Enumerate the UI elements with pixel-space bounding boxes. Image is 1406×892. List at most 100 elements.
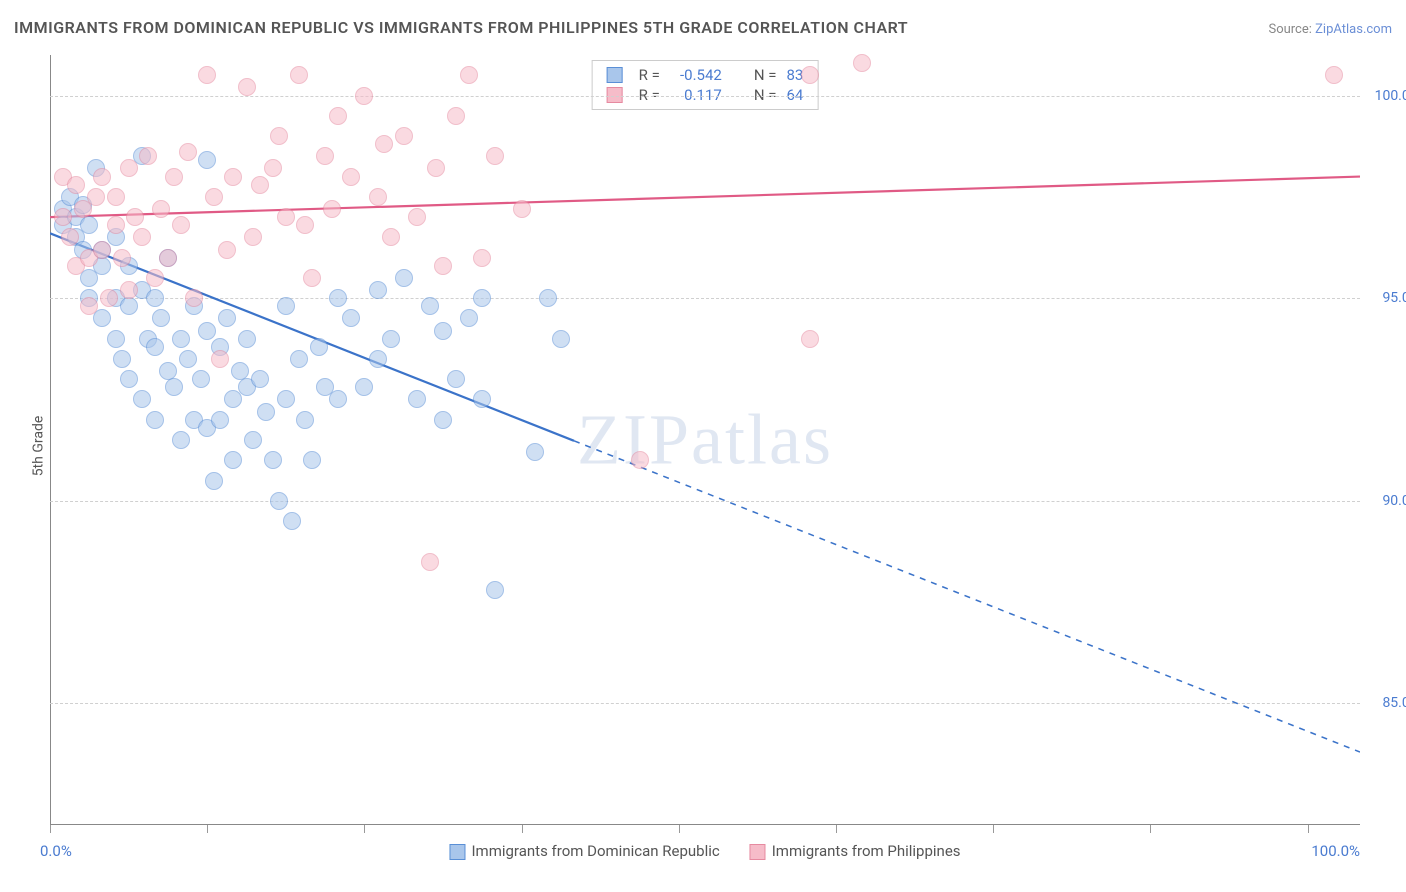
scatter-point <box>87 188 105 206</box>
scatter-point <box>552 330 570 348</box>
scatter-point <box>853 54 871 72</box>
scatter-point <box>329 390 347 408</box>
scatter-point <box>244 228 262 246</box>
scatter-point <box>513 200 531 218</box>
scatter-point <box>460 66 478 84</box>
scatter-point <box>310 338 328 356</box>
scatter-point <box>172 431 190 449</box>
scatter-point <box>93 168 111 186</box>
correlation-stats-box: R =-0.542N =83R =0.117N =64 <box>592 60 819 110</box>
stats-row: R =-0.542N =83 <box>607 65 804 85</box>
scatter-point <box>473 390 491 408</box>
scatter-point <box>80 216 98 234</box>
x-tick <box>364 825 365 833</box>
scatter-point <box>257 403 275 421</box>
scatter-point <box>146 338 164 356</box>
scatter-point <box>120 281 138 299</box>
scatter-point <box>434 257 452 275</box>
scatter-point <box>80 297 98 315</box>
scatter-point <box>113 350 131 368</box>
scatter-point <box>61 228 79 246</box>
scatter-point <box>290 350 308 368</box>
scatter-point <box>93 241 111 259</box>
scatter-point <box>486 147 504 165</box>
scatter-point <box>172 216 190 234</box>
scatter-point <box>342 309 360 327</box>
watermark: ZIPatlas <box>577 399 833 482</box>
scatter-point <box>100 289 118 307</box>
scatter-point <box>224 451 242 469</box>
scatter-point <box>473 289 491 307</box>
scatter-point <box>369 188 387 206</box>
scatter-point <box>277 208 295 226</box>
chart-title: IMMIGRANTS FROM DOMINICAN REPUBLIC VS IM… <box>14 18 908 37</box>
scatter-point <box>192 370 210 388</box>
scatter-point <box>421 297 439 315</box>
grid-line <box>50 703 1360 704</box>
x-axis-line <box>50 824 1360 825</box>
scatter-point <box>113 249 131 267</box>
scatter-point <box>238 330 256 348</box>
scatter-point <box>185 289 203 307</box>
scatter-point <box>342 168 360 186</box>
scatter-point <box>172 330 190 348</box>
scatter-point <box>67 176 85 194</box>
scatter-point <box>1325 66 1343 84</box>
legend-item: Immigrants from Philippines <box>750 842 961 860</box>
scatter-point <box>382 228 400 246</box>
scatter-point <box>277 297 295 315</box>
scatter-point <box>244 431 262 449</box>
scatter-point <box>270 127 288 145</box>
scatter-point <box>251 370 269 388</box>
stat-r-value: -0.542 <box>670 66 722 84</box>
scatter-point <box>421 553 439 571</box>
scatter-point <box>323 200 341 218</box>
scatter-point <box>238 78 256 96</box>
scatter-point <box>211 350 229 368</box>
legend-item: Immigrants from Dominican Republic <box>449 842 719 860</box>
grid-line <box>50 501 1360 502</box>
scatter-point <box>539 289 557 307</box>
scatter-point <box>427 159 445 177</box>
bottom-legend: Immigrants from Dominican Republic Immigr… <box>449 842 960 860</box>
scatter-point <box>355 378 373 396</box>
scatter-point <box>270 492 288 510</box>
x-tick <box>993 825 994 833</box>
scatter-point <box>408 208 426 226</box>
scatter-point <box>152 200 170 218</box>
x-tick <box>207 825 208 833</box>
scatter-point <box>120 370 138 388</box>
scatter-point <box>107 330 125 348</box>
scatter-point <box>303 269 321 287</box>
scatter-point <box>801 66 819 84</box>
scatter-point <box>211 411 229 429</box>
scatter-point <box>126 208 144 226</box>
scatter-point <box>159 249 177 267</box>
scatter-point <box>395 269 413 287</box>
x-tick <box>1308 825 1309 833</box>
scatter-point <box>146 289 164 307</box>
scatter-point <box>473 249 491 267</box>
scatter-point <box>290 66 308 84</box>
scatter-point <box>224 168 242 186</box>
scatter-point <box>146 269 164 287</box>
scatter-point <box>447 107 465 125</box>
scatter-point <box>146 411 164 429</box>
source-link[interactable]: ZipAtlas.com <box>1315 22 1392 37</box>
scatter-point <box>133 390 151 408</box>
chart-plot-area: ZIPatlas R =-0.542N =83R =0.117N =64 0.0… <box>50 55 1360 825</box>
scatter-point <box>447 370 465 388</box>
legend-swatch <box>750 844 766 860</box>
source-prefix: Source: <box>1268 22 1315 37</box>
scatter-point <box>303 451 321 469</box>
x-axis-max-label: 100.0% <box>1311 842 1360 860</box>
scatter-point <box>198 66 216 84</box>
scatter-point <box>218 309 236 327</box>
y-tick-label: 85.0% <box>1382 695 1406 711</box>
scatter-point <box>434 322 452 340</box>
scatter-point <box>801 330 819 348</box>
scatter-point <box>120 159 138 177</box>
scatter-point <box>205 472 223 490</box>
scatter-point <box>218 241 236 259</box>
scatter-point <box>526 443 544 461</box>
